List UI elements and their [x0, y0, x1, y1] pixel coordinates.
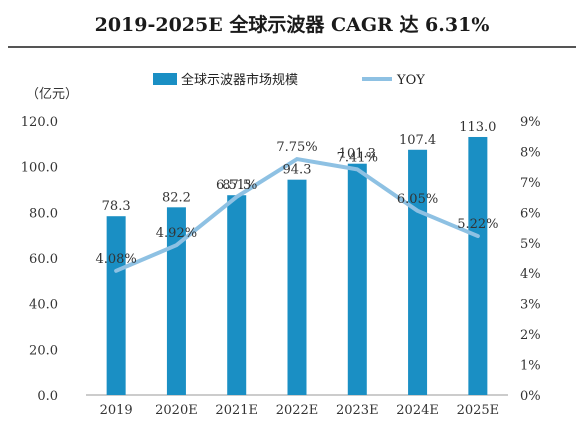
right-tick-label: 8% — [520, 145, 541, 160]
yoy-value-label: 4.92% — [156, 226, 197, 241]
yoy-point — [476, 234, 480, 238]
x-tick-label: 2021E — [215, 403, 258, 418]
x-tick-label: 2025E — [457, 403, 500, 418]
legend-label-line: YOY — [396, 73, 425, 88]
right-tick-label: 4% — [520, 267, 541, 282]
yoy-point — [235, 195, 239, 199]
right-axis-ticks: 0% 1% 2% 3% 4% 5% 6% 7% 8% 9% — [520, 115, 541, 404]
right-tick-label: 6% — [520, 206, 541, 221]
x-tick-label: 2020E — [155, 403, 198, 418]
left-axis-ticks: 0.0 20.0 40.0 60.0 80.0 100.0 120.0 — [21, 115, 58, 404]
yoy-value-label: 7.75% — [276, 140, 317, 155]
bar-2023E — [347, 163, 367, 395]
right-tick-label: 1% — [520, 359, 541, 374]
legend-swatch-bar — [153, 73, 177, 85]
bar-2022E — [287, 179, 307, 395]
bar-value-label: 107.4 — [399, 133, 436, 148]
left-tick-label: 0.0 — [37, 389, 58, 404]
yoy-point — [114, 269, 118, 273]
bar-value-label: 87.5 — [222, 178, 251, 193]
bar-2019 — [106, 216, 126, 395]
left-tick-label: 60.0 — [29, 252, 58, 267]
left-tick-label: 100.0 — [21, 161, 58, 176]
right-tick-label: 0% — [520, 389, 541, 404]
left-tick-label: 80.0 — [29, 206, 58, 221]
yoy-point — [355, 167, 359, 171]
x-tick-label: 2024E — [396, 403, 439, 418]
x-tick-label: 2022E — [276, 403, 319, 418]
yoy-value-label: 6.05% — [397, 192, 438, 207]
bar-2025E — [468, 136, 488, 395]
x-axis-ticks: 2019 2020E 2021E 2022E 2023E 2024E 2025E — [100, 403, 500, 418]
yoy-point — [295, 157, 299, 161]
bar-series — [106, 136, 488, 395]
yoy-point — [416, 209, 420, 213]
right-tick-label: 9% — [520, 115, 541, 130]
line-series — [114, 157, 480, 273]
line-data-labels: 4.08% 4.92% 6.51% 7.75% 7.41% 6.05% 5.22% — [95, 140, 498, 267]
right-tick-label: 3% — [520, 298, 541, 313]
chart-title: 2019-2025E 全球示波器 CAGR 达 6.31% — [94, 14, 490, 36]
x-tick-label: 2023E — [336, 403, 379, 418]
bar-value-label: 113.0 — [459, 120, 496, 135]
left-tick-label: 120.0 — [21, 115, 58, 130]
yoy-value-label: 7.41% — [337, 150, 378, 165]
bar-2020E — [166, 207, 186, 395]
yoy-value-label: 5.22% — [457, 217, 498, 232]
right-tick-label: 5% — [520, 237, 541, 252]
bar-data-labels: 78.3 82.2 87.5 94.3 101.3 107.4 113.0 — [102, 120, 497, 214]
bar-2021E — [227, 195, 247, 395]
yoy-value-label: 6.51% — [216, 178, 257, 193]
bar-value-label: 94.3 — [283, 163, 312, 178]
left-tick-label: 40.0 — [29, 298, 58, 313]
legend-label-bar: 全球示波器市场规模 — [181, 72, 298, 88]
bar-value-label: 82.2 — [162, 190, 191, 205]
title-rule — [8, 46, 576, 48]
right-tick-label: 7% — [520, 176, 541, 191]
right-tick-label: 2% — [520, 328, 541, 343]
left-tick-label: 20.0 — [29, 343, 58, 358]
x-tick-label: 2019 — [100, 403, 133, 418]
yoy-point — [174, 243, 178, 247]
bar-2024E — [408, 149, 428, 395]
legend: 全球示波器市场规模 YOY — [153, 72, 425, 88]
bar-value-label: 101.3 — [339, 147, 376, 162]
unit-label: （亿元） — [26, 87, 78, 102]
yoy-value-label: 4.08% — [95, 252, 136, 267]
bar-value-label: 78.3 — [102, 199, 131, 214]
